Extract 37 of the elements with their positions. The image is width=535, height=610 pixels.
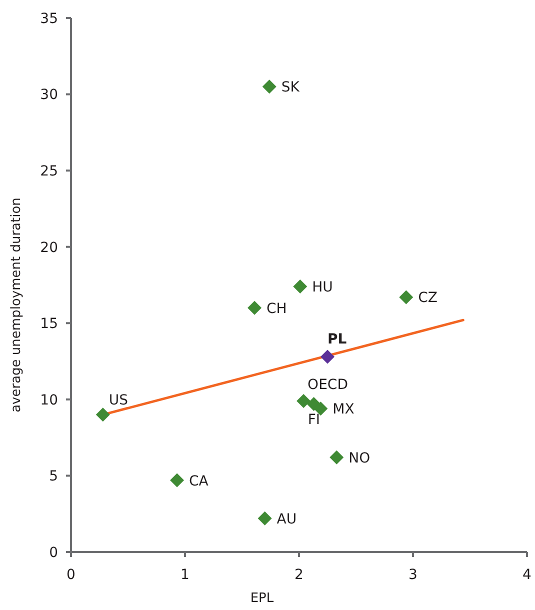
x-tick-label: 3 — [408, 567, 418, 583]
annotation: CH — [266, 300, 287, 317]
y-axis-title: average unemployment duration — [9, 198, 24, 412]
point — [96, 408, 110, 422]
point — [330, 450, 344, 464]
annotation: MX — [332, 402, 355, 418]
x-axis-title: EPL — [250, 591, 274, 606]
x-tick-label: 1 — [180, 567, 190, 583]
annotation: OECD — [308, 376, 348, 393]
x-tick-label: 2 — [294, 567, 304, 583]
point — [293, 280, 308, 294]
annotation: AU — [276, 511, 297, 528]
y-tick-label: 10 — [40, 392, 58, 408]
point — [262, 80, 276, 94]
y-tick-label: 30 — [40, 87, 58, 104]
point — [296, 394, 311, 408]
annotation: SK — [281, 80, 300, 96]
y-tick-label: 15 — [40, 316, 58, 332]
annotation: HU — [312, 280, 333, 296]
point — [320, 350, 334, 364]
x-tick-label: 4 — [522, 567, 532, 583]
y-tick-label: 5 — [49, 468, 58, 485]
annotation: US — [108, 392, 128, 409]
annotation: CZ — [418, 290, 438, 306]
point — [399, 290, 414, 304]
annotation: CA — [189, 473, 209, 490]
annotation: NO — [348, 450, 370, 466]
y-tick-label: 35 — [40, 10, 58, 27]
y-tick-label: 25 — [40, 163, 58, 180]
point — [258, 511, 272, 526]
y-tick-label: 20 — [40, 240, 58, 256]
point — [248, 300, 262, 315]
point — [170, 473, 184, 488]
annotation: PL — [328, 332, 347, 348]
x-tick-label: 0 — [66, 567, 76, 583]
y-tick-label: 0 — [49, 544, 58, 561]
annotation: FI — [308, 412, 320, 428]
